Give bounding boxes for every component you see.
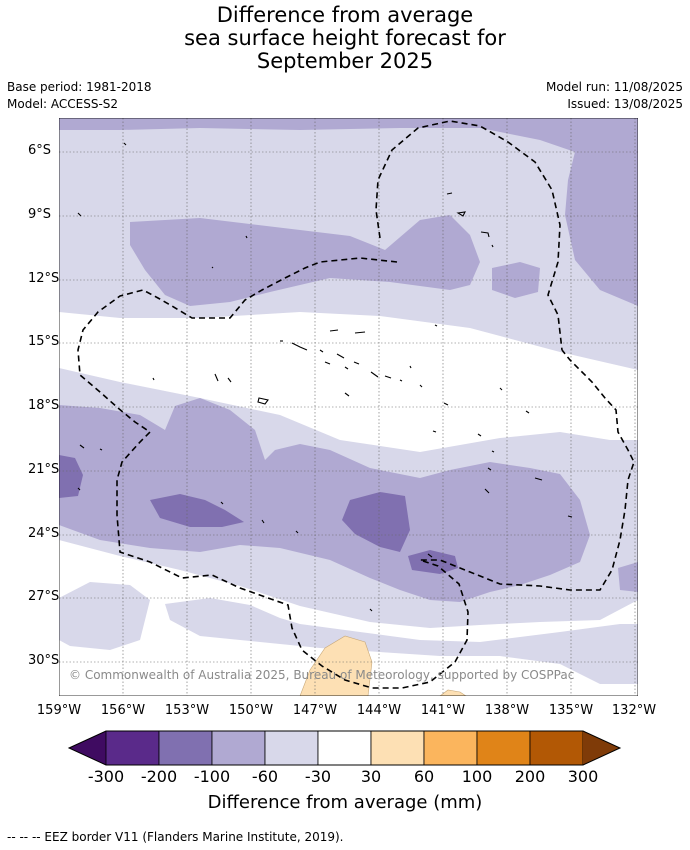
colorbar-tick-label: -300 [87,767,125,786]
lon-label-159w: 159°W [36,703,82,718]
model-run: Model run: 11/08/2025 [545,80,683,94]
colorbar-extend-high [583,731,620,765]
lat-label-12s: 12°S [28,271,60,286]
meta-left: Base period: 1981-2018 Model: ACCESS-S2 [7,79,152,113]
colorbar [67,730,622,766]
colorbar-cell [264,730,319,766]
colorbar-cell [423,730,478,766]
anomaly-region-southwest [59,582,150,650]
colorbar-cell [317,730,372,766]
colorbar-outline [67,730,622,766]
colorbar-tick-label: 300 [567,767,599,786]
lon-label-132w: 132°W [611,703,657,718]
lon-label-144w: 144°W [356,703,402,718]
lon-label-150w: 150°W [228,703,274,718]
colorbar-tick-label: 60 [413,767,435,786]
lat-label-24s: 24°S [28,526,60,541]
lat-label-15s: 15°S [28,334,60,349]
colorbar-tick-label: 100 [461,767,493,786]
colorbar-cell [158,730,213,766]
issued-date: Issued: 13/08/2025 [567,97,683,111]
lon-label-141w: 141°W [420,703,466,718]
colorbar-tick-label: -60 [251,767,279,786]
colorbar-cell [211,730,266,766]
lon-label-147w: 147°W [292,703,338,718]
footer-legend-note: -- -- -- EEZ border V11 (Flanders Marine… [7,830,344,844]
map-plot-area [59,118,638,696]
colorbar-tick-label: 200 [514,767,546,786]
eez-border-north [375,120,563,351]
positive-anomaly-region [299,635,373,696]
title-line-1: Difference from average [216,3,474,27]
model-name: Model: ACCESS-S2 [7,97,119,111]
colorbar-tick-label: 30 [360,767,382,786]
title-line-3: September 2025 [256,49,434,73]
anomaly-region-north-band [59,118,638,306]
copyright-notice: © Commonwealth of Australia 2025, Bureau… [69,668,575,682]
colorbar-extend-low [69,731,106,765]
anomaly-region-mid-north [130,215,480,306]
colorbar-tick-label: -200 [140,767,178,786]
lon-label-153w: 153°W [164,703,210,718]
anomaly-region-strong-south [408,550,458,574]
lat-label-30s: 30°S [28,653,60,668]
meta-right: Model run: 11/08/2025 Issued: 13/08/2025 [546,79,683,113]
anomaly-region-central-band [59,398,590,602]
anomaly-region-strong-west [59,455,83,498]
lat-label-6s: 6°S [28,143,52,158]
colorbar-cell [370,730,425,766]
eez-border-main [77,257,635,689]
lat-label-9s: 9°S [28,207,52,222]
anomaly-region-strong-east [342,492,410,552]
lat-label-21s: 21°S [28,462,60,477]
anomaly-region-east-blob [492,262,540,298]
lat-label-18s: 18°S [28,398,60,413]
colorbar-cell [105,730,160,766]
base-period: Base period: 1981-2018 [7,80,152,94]
colorbar-label: Difference from average (mm) [207,792,483,813]
colorbar-cell [476,730,531,766]
lon-label-135w: 135°W [548,703,594,718]
lon-label-156w: 156°W [100,703,146,718]
eez-borders [77,120,635,689]
lon-label-138w: 138°W [484,703,530,718]
islands [77,142,573,612]
anomaly-region-south [165,598,638,684]
colorbar-tick-label: -100 [193,767,231,786]
anomaly-region-strong-central [150,494,244,527]
colorbar-tick-label: -30 [304,767,332,786]
map-title: Difference from average sea surface heig… [0,4,690,73]
colorbar-cell [529,730,584,766]
positive-anomaly-region-small [439,689,467,696]
title-line-2: sea surface height forecast for [184,26,506,50]
lat-label-27s: 27°S [28,589,60,604]
anomaly-region-southeast-blob [618,562,638,592]
